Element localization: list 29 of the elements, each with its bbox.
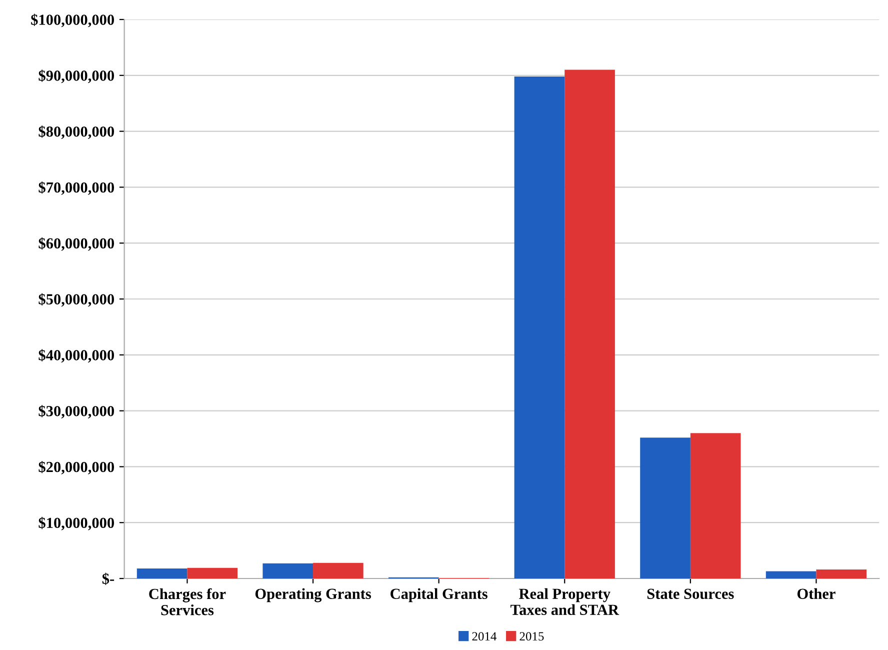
y-tick-label: $40,000,000 [38,349,114,363]
bar [766,571,816,578]
y-tick-label: $60,000,000 [38,237,114,251]
y-tick-label: $90,000,000 [38,70,114,84]
x-tick-label: Other [797,588,836,599]
bar [564,70,615,578]
x-tick-label: Charges for Services [149,588,226,616]
bar [640,438,690,578]
x-tick-label: State Sources [647,588,734,600]
y-tick-label: $30,000,000 [38,405,114,418]
y-tick-label: $80,000,000 [38,126,114,139]
bar [187,568,238,578]
bar [816,570,867,578]
y-tick-label: $10,000,000 [38,516,114,530]
x-tick-label: Real Property Taxes and STAR [510,588,620,615]
y-tick-label: $50,000,000 [38,293,114,307]
x-tick-label: Operating Grants [255,588,371,602]
y-tick-label: $70,000,000 [38,181,114,195]
legend-label: 2015 [520,632,544,641]
y-tick-label: $20,000,000 [38,460,114,474]
x-tick-label: Capital Grants [390,588,488,602]
bar [136,568,188,578]
bar [313,562,364,578]
bar [262,563,314,578]
bar [690,433,741,578]
bar [514,76,565,578]
y-tick-label: $100,000,000 [31,14,114,28]
y-tick-label: $- [102,572,114,585]
legend-label: 2014 [472,632,497,641]
